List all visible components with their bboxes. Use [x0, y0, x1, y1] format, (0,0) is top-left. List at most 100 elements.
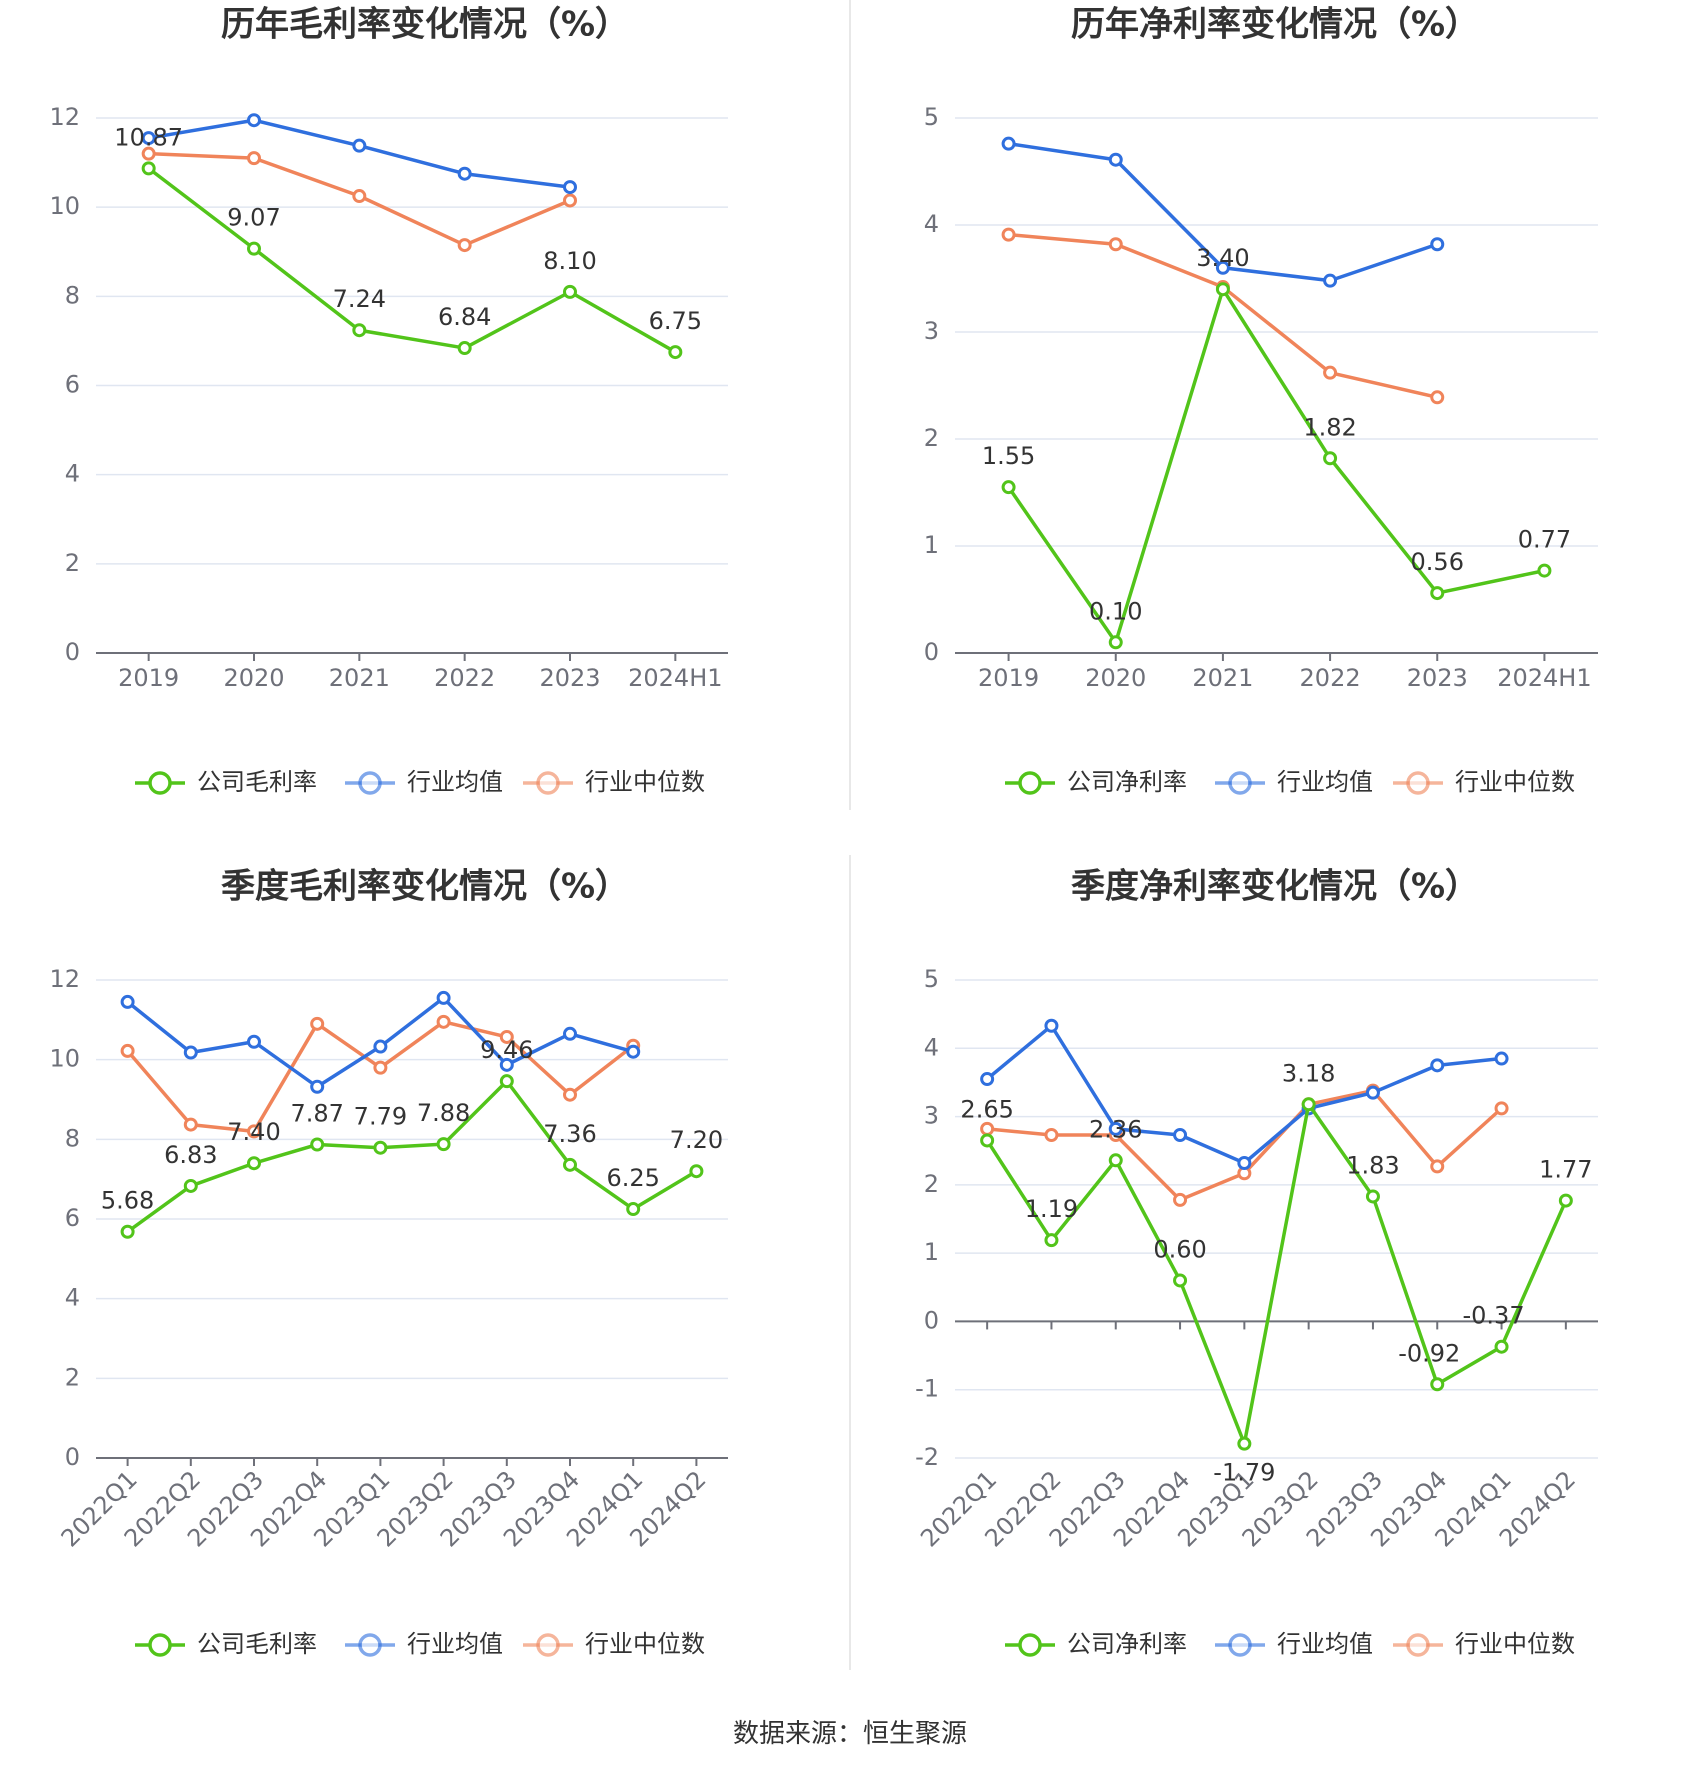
data-point-median[interactable] [352, 189, 367, 204]
data-point-median[interactable] [183, 1117, 198, 1132]
data-point-company[interactable] [352, 323, 367, 338]
data-point-median[interactable] [1001, 227, 1016, 242]
data-point-company[interactable] [1301, 1097, 1316, 1112]
data-point-avg[interactable] [247, 113, 261, 128]
data-point-avg[interactable] [499, 1057, 514, 1072]
data-point-avg[interactable] [457, 166, 472, 181]
data-point-avg[interactable] [1001, 136, 1016, 151]
data-point-median[interactable] [457, 238, 472, 253]
data-point-median[interactable] [1323, 365, 1338, 380]
data-point-avg[interactable] [1365, 1085, 1380, 1100]
legend-item-median[interactable]: 行业中位数 [523, 768, 705, 796]
data-point-company[interactable] [247, 1156, 261, 1171]
series-line-company [147, 166, 677, 354]
data-point-avg[interactable] [1173, 1128, 1188, 1143]
legend-item-avg[interactable]: 行业均值 [345, 1630, 503, 1658]
data-point-avg[interactable] [563, 1026, 577, 1041]
legend-item-company[interactable]: 公司净利率 [1005, 1630, 1187, 1658]
data-point-company[interactable] [310, 1137, 325, 1152]
legend-item-avg[interactable]: 行业均值 [1215, 768, 1373, 796]
data-point-median[interactable] [1430, 390, 1445, 405]
data-point-company[interactable] [141, 161, 156, 176]
data-point-median[interactable] [980, 1121, 995, 1136]
legend-item-avg[interactable]: 行业均值 [345, 768, 503, 796]
data-point-company[interactable] [183, 1178, 198, 1193]
data-point-company[interactable] [499, 1074, 514, 1089]
data-point-company[interactable] [457, 341, 472, 356]
data-point-company[interactable] [1323, 451, 1338, 466]
legend-item-company[interactable]: 公司毛利率 [135, 1630, 317, 1658]
data-point-avg[interactable] [310, 1079, 325, 1094]
legend-item-avg[interactable]: 行业均值 [1215, 1630, 1373, 1658]
data-point-median[interactable] [120, 1043, 135, 1058]
data-point-avg[interactable] [373, 1039, 388, 1054]
data-point-company[interactable] [626, 1202, 641, 1217]
data-point-avg[interactable] [1494, 1051, 1509, 1066]
data-point-avg[interactable] [141, 131, 156, 146]
data-point-company[interactable] [247, 241, 261, 256]
data-point-avg[interactable] [626, 1044, 641, 1059]
legend-item-company[interactable]: 公司净利率 [1005, 768, 1187, 796]
legend-item-median[interactable]: 行业中位数 [1393, 768, 1575, 796]
legend-item-company[interactable]: 公司毛利率 [135, 768, 317, 796]
data-point-median[interactable] [1108, 237, 1123, 252]
data-point-company[interactable] [563, 284, 577, 299]
legend-marker-icon [358, 1633, 382, 1657]
data-point-company[interactable] [373, 1140, 388, 1155]
data-point-company[interactable] [1108, 635, 1123, 650]
data-point-median[interactable] [563, 1087, 577, 1102]
data-point-median[interactable] [247, 1124, 261, 1139]
data-point-company[interactable] [1237, 1436, 1252, 1451]
data-point-company[interactable] [1430, 1377, 1445, 1392]
data-point-median[interactable] [1173, 1192, 1188, 1207]
data-point-company[interactable] [689, 1164, 704, 1179]
chart-annual-gross-margin: 历年毛利率变化情况（%） 0 2 4 6 8 10 12 2019 2020 2021 2022 202… [49, 5, 728, 796]
data-point-median[interactable] [1044, 1128, 1059, 1143]
data-point-company[interactable] [980, 1133, 995, 1148]
data-point-company[interactable] [1108, 1153, 1123, 1168]
data-point-avg[interactable] [1044, 1018, 1059, 1033]
data-label: 0.56 [1411, 548, 1464, 576]
data-point-avg[interactable] [980, 1072, 995, 1087]
data-point-company[interactable] [668, 345, 683, 360]
data-point-company[interactable] [1430, 586, 1445, 601]
data-point-median[interactable] [436, 1014, 451, 1029]
legend-item-median[interactable]: 行业中位数 [523, 1630, 705, 1658]
data-point-avg[interactable] [1323, 273, 1338, 288]
data-point-median[interactable] [499, 1029, 514, 1044]
legend-marker-icon [1406, 1633, 1430, 1657]
data-point-company[interactable] [1215, 282, 1230, 297]
data-point-company[interactable] [436, 1137, 451, 1152]
data-point-company[interactable] [1044, 1233, 1059, 1248]
data-point-avg[interactable] [1108, 152, 1123, 167]
data-point-median[interactable] [563, 193, 577, 208]
data-label: -0.37 [1462, 1302, 1524, 1330]
data-point-company[interactable] [1558, 1193, 1573, 1208]
data-point-avg[interactable] [1237, 1156, 1252, 1171]
data-point-avg[interactable] [436, 990, 451, 1005]
y-tick-label: 4 [924, 1033, 939, 1061]
data-point-avg[interactable] [183, 1045, 198, 1060]
data-point-company[interactable] [1365, 1189, 1380, 1204]
data-point-median[interactable] [141, 146, 156, 161]
legend-item-median[interactable]: 行业中位数 [1393, 1630, 1575, 1658]
data-point-median[interactable] [1494, 1101, 1509, 1116]
data-point-avg[interactable] [352, 138, 367, 153]
data-point-median[interactable] [373, 1060, 388, 1075]
data-point-avg[interactable] [563, 180, 577, 195]
data-point-avg[interactable] [1215, 260, 1230, 275]
data-point-avg[interactable] [1430, 237, 1445, 252]
data-point-company[interactable] [1537, 563, 1552, 578]
data-point-company[interactable] [120, 1224, 135, 1239]
data-point-median[interactable] [1430, 1159, 1445, 1174]
data-point-median[interactable] [247, 151, 261, 166]
data-point-avg[interactable] [247, 1034, 261, 1049]
data-point-median[interactable] [310, 1016, 325, 1031]
data-point-company[interactable] [1494, 1339, 1509, 1354]
data-point-avg[interactable] [120, 994, 135, 1009]
data-point-company[interactable] [1173, 1273, 1188, 1288]
data-point-avg[interactable] [1108, 1121, 1123, 1136]
data-point-company[interactable] [563, 1157, 577, 1172]
data-point-company[interactable] [1001, 480, 1016, 495]
data-point-avg[interactable] [1430, 1058, 1445, 1073]
